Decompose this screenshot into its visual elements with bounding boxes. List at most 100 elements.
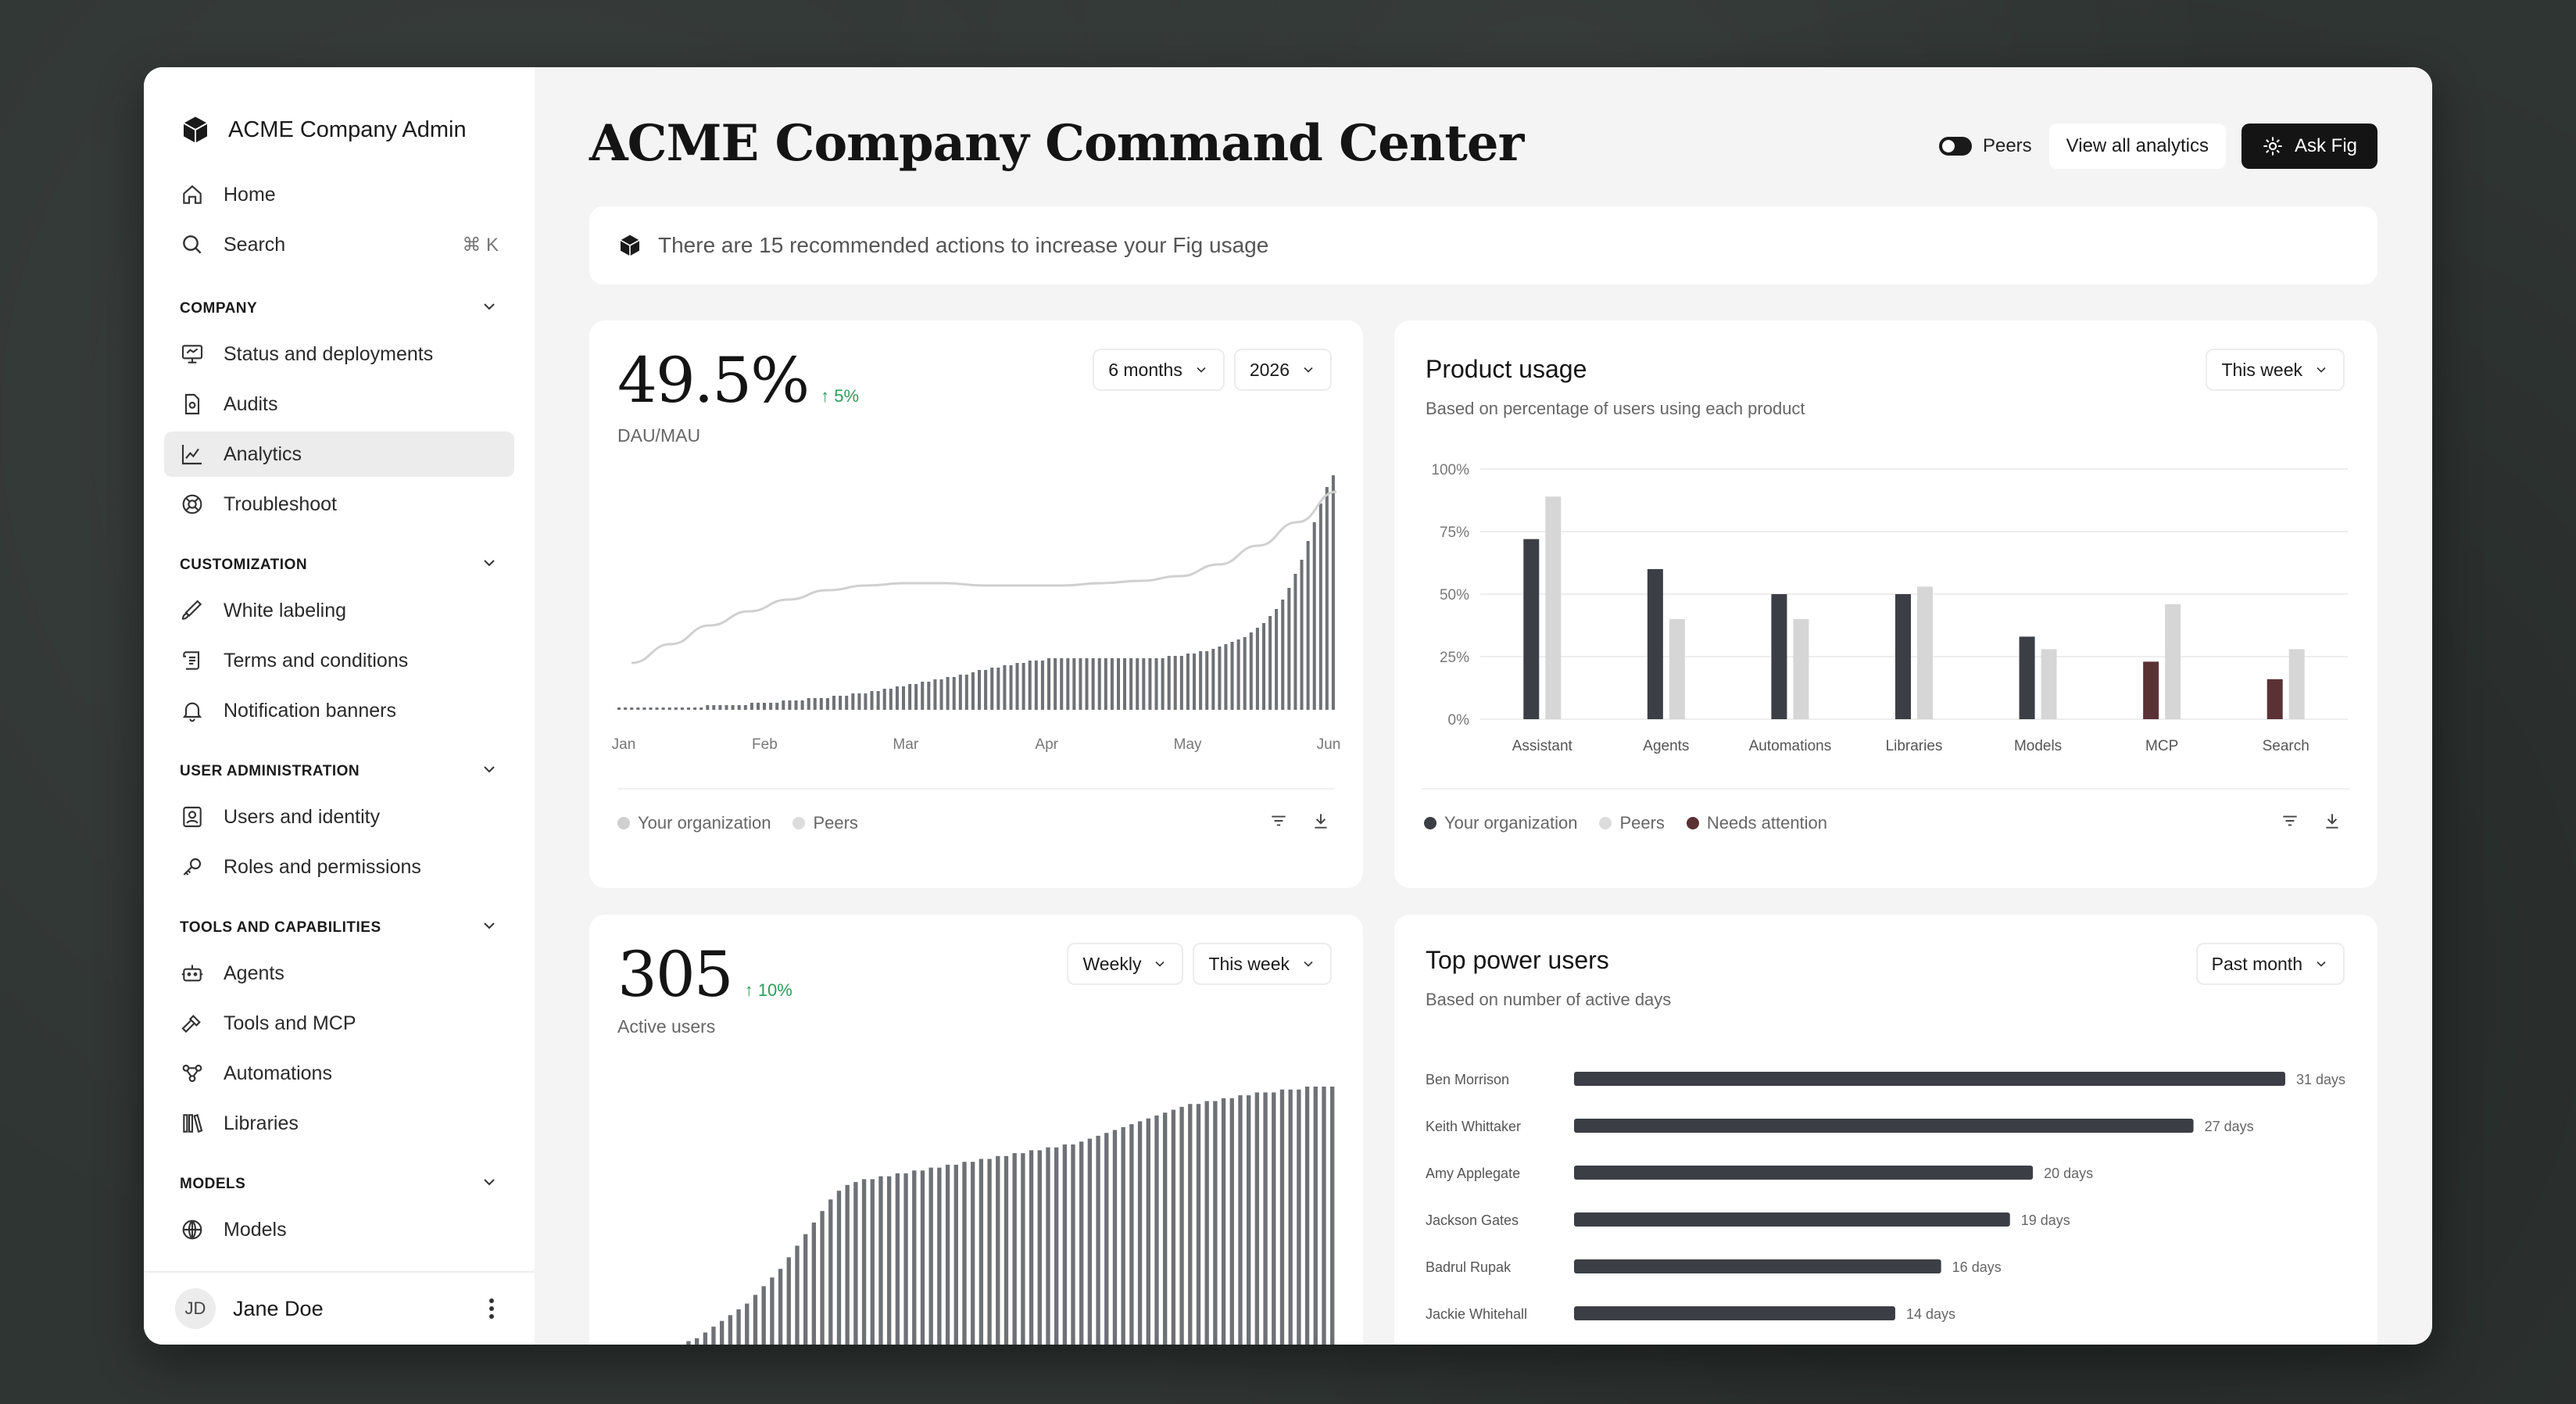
dau-bar [1021, 663, 1025, 710]
user-name-label: Jackson Gates [1426, 1212, 1519, 1228]
sidebar-item-notification-banners[interactable]: Notification banners [164, 688, 514, 733]
sidebar-item-libraries[interactable]: Libraries [164, 1101, 514, 1146]
peers-toggle[interactable]: Peers [1938, 135, 2032, 157]
dau-bar [1123, 658, 1127, 710]
org-bar [1771, 594, 1787, 719]
section-models[interactable]: MODELS [164, 1166, 514, 1202]
legend-label: Your organization [1444, 813, 1578, 833]
active-users-bar [937, 1167, 942, 1345]
sidebar-item-label: Roles and permissions [224, 855, 421, 878]
sidebar-item-automations[interactable]: Automations [164, 1051, 514, 1096]
legend-item-peers: Peers [1599, 813, 1665, 833]
sidebar-item-users-and-identity[interactable]: Users and identity [164, 794, 514, 840]
sidebar-item-audits[interactable]: Audits [164, 381, 514, 427]
globe-icon [180, 1217, 205, 1242]
dau-bar [636, 707, 640, 710]
year-dropdown[interactable]: 2026 [1233, 349, 1332, 391]
dau-bar [782, 700, 785, 710]
chevron-down-icon [480, 1173, 499, 1196]
dau-bar [927, 682, 931, 710]
ask-fig-button[interactable]: Ask Fig [2241, 124, 2377, 169]
dau-bar [617, 707, 621, 710]
dau-bar [630, 707, 634, 710]
active-users-bar [979, 1159, 984, 1345]
active-users-bar [1004, 1155, 1009, 1345]
brand[interactable]: ACME Company Admin [164, 102, 514, 158]
section-user-administration[interactable]: USER ADMINISTRATION [164, 754, 514, 790]
sidebar-item-tools-and-mcp[interactable]: Tools and MCP [164, 1001, 514, 1046]
period-dropdown[interactable]: Past month [2195, 943, 2345, 985]
dau-bar [1079, 658, 1082, 710]
view-all-analytics-button[interactable]: View all analytics [2048, 124, 2226, 169]
toggle-switch[interactable] [1938, 137, 1972, 156]
active-users-bar [903, 1173, 908, 1345]
dau-bar [1091, 658, 1095, 710]
active-users-bar [1087, 1138, 1093, 1345]
sidebar-item-terms-and-conditions[interactable]: Terms and conditions [164, 638, 514, 683]
user-bar[interactable]: JD Jane Doe [144, 1271, 535, 1345]
granularity-dropdown[interactable]: Weekly [1067, 943, 1184, 985]
chevron-down-icon [2317, 961, 2326, 967]
peers-bar [2165, 604, 2181, 719]
brush-icon [180, 598, 205, 623]
dau-bar [1236, 639, 1240, 710]
dau-bar [978, 670, 982, 710]
active-users-bar [987, 1159, 992, 1345]
section-company[interactable]: COMPANY [164, 291, 514, 327]
dau-bar [687, 707, 691, 710]
chevron-down-icon [1155, 961, 1165, 967]
period-dropdown[interactable]: This week [1193, 943, 1332, 985]
legend-dot [617, 817, 630, 829]
bell-icon [180, 698, 205, 723]
more-options-icon[interactable] [480, 1293, 503, 1324]
dau-bar [921, 682, 925, 710]
section-customization[interactable]: CUSTOMIZATION [164, 547, 514, 583]
active-users-bar [1279, 1089, 1285, 1345]
recommendations-banner[interactable]: There are 15 recommended actions to incr… [589, 206, 2377, 285]
legend-dot [1599, 817, 1612, 829]
section-tools-and-capabilities[interactable]: TOOLS AND CAPABILITIES [164, 910, 514, 946]
active-users-bar [1254, 1092, 1260, 1345]
sidebar-item-home[interactable]: Home [164, 172, 514, 217]
range-dropdown[interactable]: 6 months [1093, 349, 1225, 391]
dau-bar [1173, 656, 1177, 710]
sidebar-item-status-and-deployments[interactable]: Status and deployments [164, 331, 514, 377]
active-users-bar [1179, 1106, 1184, 1345]
dau-bar [1034, 661, 1038, 710]
sidebar-item-search[interactable]: Search ⌘ K [164, 222, 514, 267]
dau-bar [1167, 656, 1171, 710]
document-icon [180, 392, 205, 417]
dau-bar [1060, 658, 1064, 710]
sidebar-item-analytics[interactable]: Analytics [164, 432, 514, 477]
home-icon [180, 182, 205, 207]
download-icon[interactable] [2318, 807, 2346, 835]
active-users-bar [1221, 1098, 1226, 1345]
sidebar-item-troubleshoot[interactable]: Troubleshoot [164, 482, 514, 527]
filter-icon[interactable] [2276, 807, 2304, 835]
download-icon[interactable] [1307, 807, 1335, 835]
dau-bar [1097, 658, 1101, 710]
filter-icon[interactable] [1265, 807, 1293, 835]
chevron-down-icon [2317, 367, 2326, 373]
dau-bar [800, 700, 804, 710]
dau-bar [1230, 642, 1234, 710]
active-users-bar [811, 1222, 817, 1345]
active-users-bar [736, 1309, 741, 1345]
chevron-down-icon [480, 760, 499, 783]
org-bar [1647, 569, 1663, 719]
dau-bar [788, 700, 792, 710]
sidebar-item-models[interactable]: Models [164, 1207, 514, 1252]
dau-bar [895, 686, 899, 710]
period-dropdown[interactable]: This week [2206, 349, 2345, 391]
dau-bar [1085, 658, 1089, 710]
dau-bar [851, 693, 855, 710]
dau-legend: Your organization Peers [617, 813, 880, 833]
active-users-bar [1304, 1087, 1310, 1345]
sidebar-item-roles-and-permissions[interactable]: Roles and permissions [164, 844, 514, 890]
sidebar-item-white-labeling[interactable]: White labeling [164, 588, 514, 633]
sidebar-item-agents[interactable]: Agents [164, 951, 514, 996]
dau-bar [743, 705, 747, 710]
active-users-bar [1204, 1101, 1209, 1345]
category-label: Search [2263, 738, 2309, 754]
monitor-icon [180, 342, 205, 367]
